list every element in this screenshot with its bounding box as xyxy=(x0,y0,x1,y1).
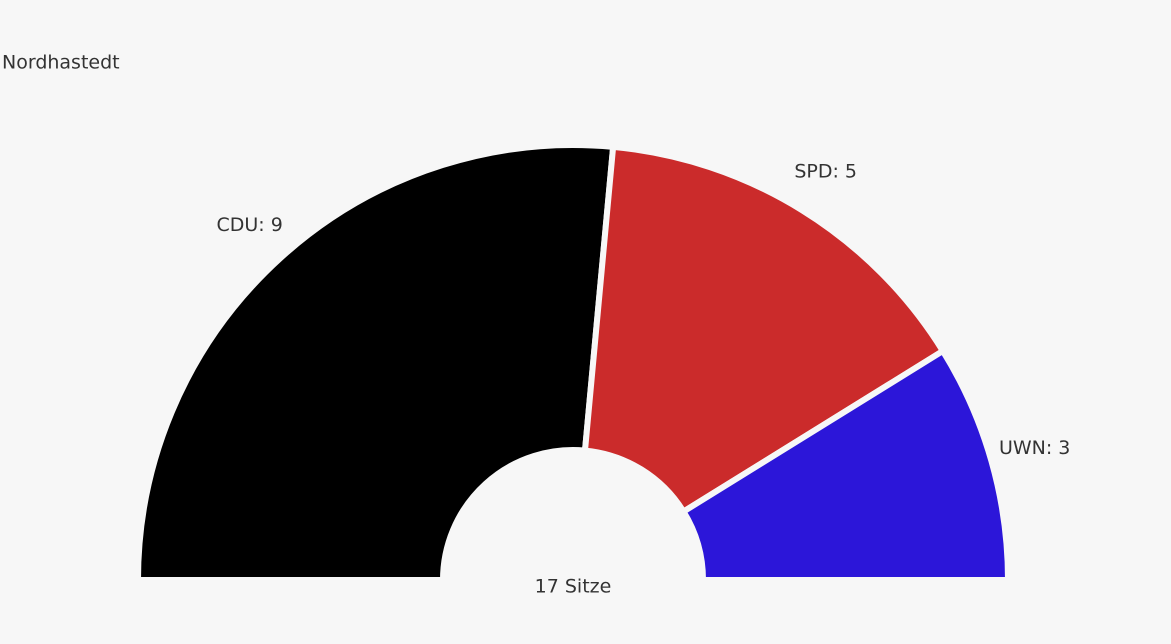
segment xyxy=(581,143,947,516)
segment-label: UWN: 3 xyxy=(999,437,1070,459)
chart-title: Nordhastedt xyxy=(2,52,120,74)
segment-label: SPD: 5 xyxy=(794,160,857,182)
segment-label: CDU: 9 xyxy=(216,214,282,236)
center-label: 17 Sitze xyxy=(535,576,612,598)
segment xyxy=(679,346,1012,583)
segment xyxy=(134,142,617,583)
